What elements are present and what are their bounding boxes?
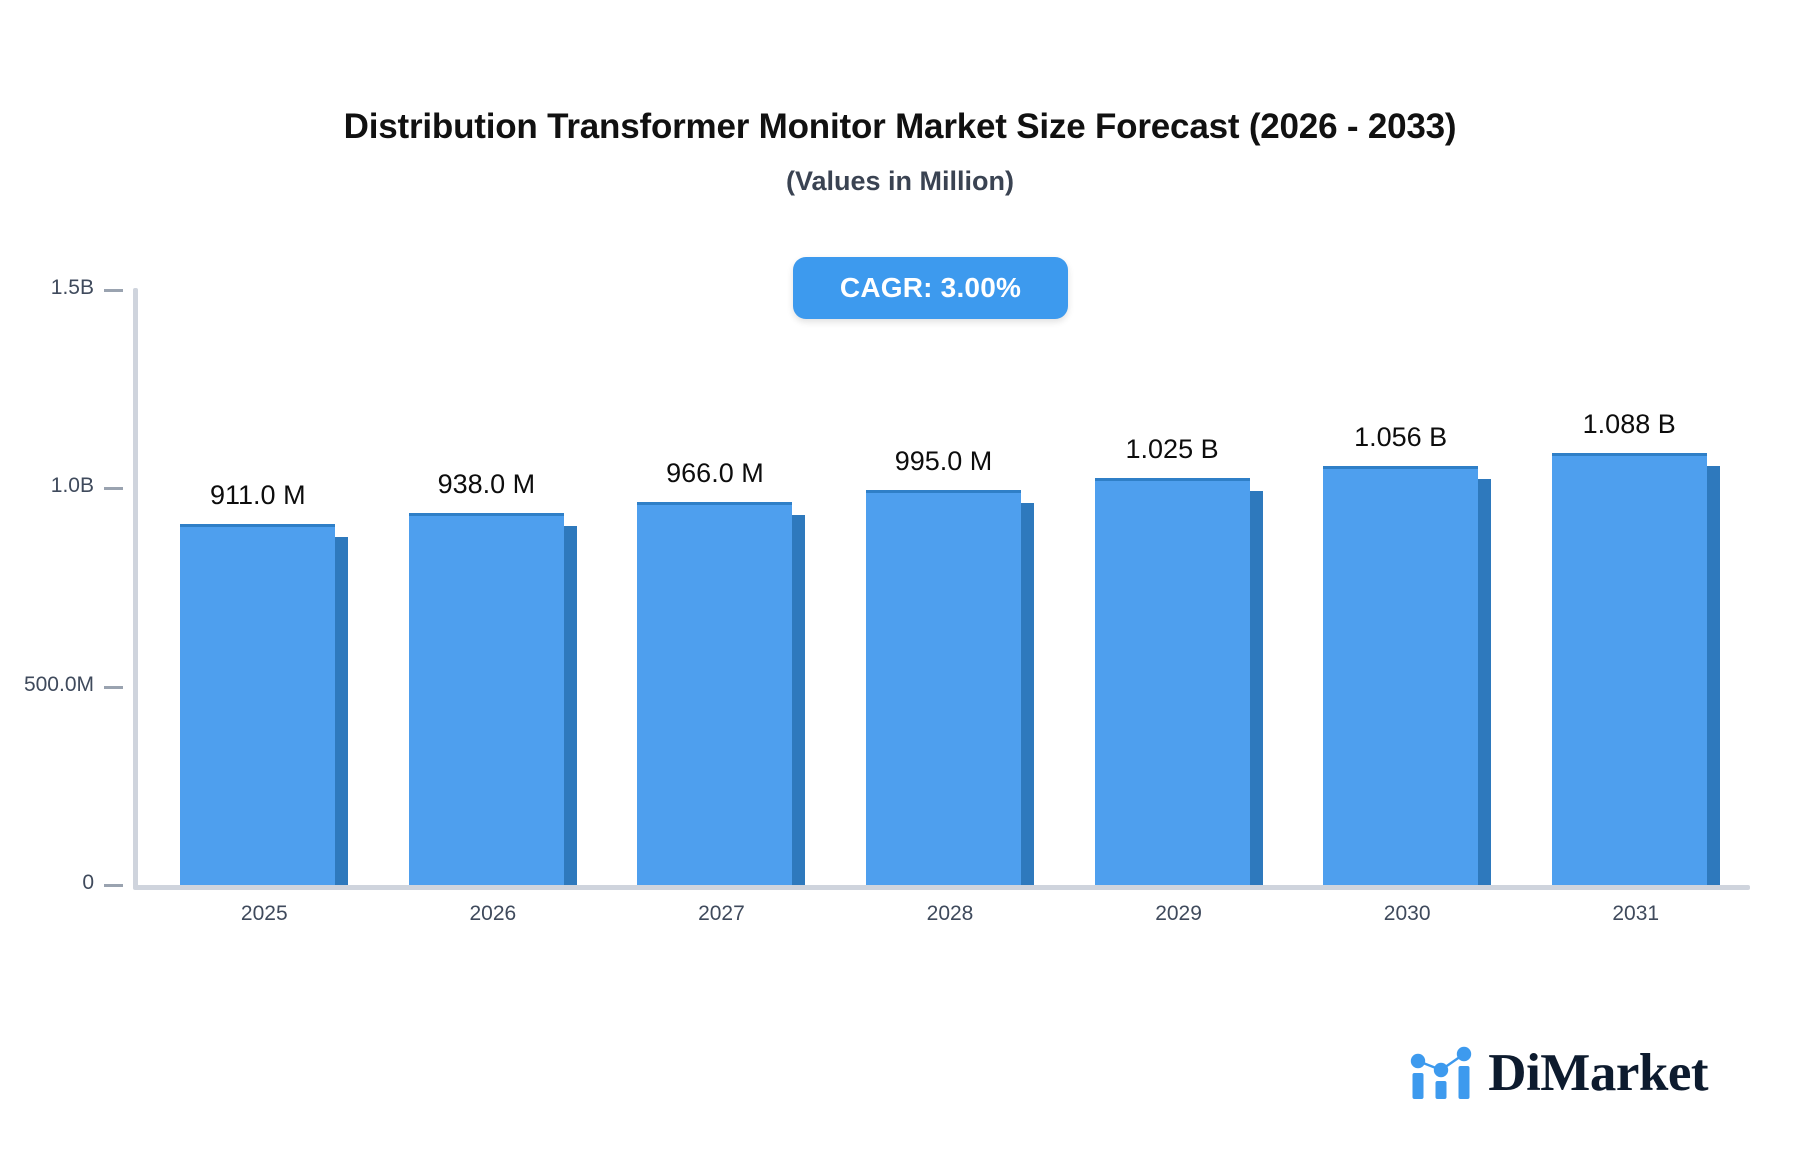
bar-side-face [792, 514, 806, 885]
bar-side-face [1478, 479, 1492, 885]
bar-front-face [180, 523, 336, 885]
page-title: Distribution Transformer Monitor Market … [343, 107, 1457, 146]
x-axis-label: 2030 [1383, 902, 1431, 925]
bar-group[interactable]: 995.0 M 2028 [866, 290, 1034, 925]
brand-logo: DiMarket [1410, 1045, 1708, 1101]
bar-side-face [563, 525, 577, 885]
bar-group[interactable]: 1.088 B 2031 [1551, 290, 1720, 925]
x-axis-label: 2027 [698, 902, 745, 925]
y-axis-label: 1.5B [50, 276, 94, 299]
bar-group[interactable]: 966.0 M 2027 [637, 290, 806, 925]
bar-value-label: 995.0 M [894, 446, 993, 477]
x-axis-label: 2031 [1612, 902, 1660, 925]
cagr-badge-label: CAGR: 3.00% [839, 272, 1022, 303]
y-axis-tick [104, 884, 123, 887]
x-axis-label: 2028 [926, 902, 974, 925]
y-axis-tick [104, 685, 123, 689]
bar-front-face [1323, 466, 1479, 885]
bar-side-face [1249, 491, 1263, 885]
bar-side-bevel [1706, 453, 1720, 467]
bar-front-face [1551, 453, 1707, 885]
bar-group[interactable]: 1.025 B 2029 [1094, 290, 1263, 925]
bar-value-label: 1.088 B [1582, 409, 1676, 440]
y-axis-label: 1.0B [50, 474, 94, 498]
bar-side-bevel [1021, 490, 1034, 504]
y-axis-line [133, 288, 138, 888]
bar-front-face [866, 490, 1021, 885]
bar-value-label: 1.025 B [1125, 434, 1219, 465]
bar-front-face [1094, 478, 1250, 885]
cagr-badge: CAGR: 3.00% [793, 257, 1068, 319]
bar-value-label: 1.056 B [1354, 422, 1448, 453]
bar-group[interactable]: 1.056 B 2030 [1323, 290, 1492, 925]
x-axis-line [133, 885, 1750, 890]
bar-value-label: 966.0 M [666, 457, 764, 488]
title-block: Distribution Transformer Monitor Market … [0, 107, 1800, 197]
bar-group[interactable]: 911.0 M 2025 [180, 290, 349, 925]
bar-front-face [408, 512, 564, 885]
x-axis-label: 2026 [469, 902, 517, 925]
bar-side-bevel [563, 512, 577, 526]
bar-side-face [1021, 503, 1034, 885]
brand-name: DiMarket [1488, 1043, 1708, 1102]
bar-value-label: 911.0 M [210, 479, 306, 510]
y-axis-tick [104, 487, 123, 491]
bar-side-bevel [1478, 466, 1492, 480]
bar-side-face [335, 536, 349, 885]
bar-side-bevel [1249, 478, 1263, 492]
bar-side-bevel [792, 501, 806, 515]
bar-side-bevel [335, 523, 349, 537]
bar-chart-icon [1410, 1045, 1472, 1101]
bar-side-face [1706, 466, 1720, 885]
x-axis-label: 2029 [1155, 902, 1202, 925]
plot-area: 0 500.0M 1.0B 1.5B 911.0 M 2025 938.0 M 2026 96… [24, 276, 1750, 925]
bar-value-label: 938.0 M [437, 468, 536, 499]
x-axis-label: 2025 [240, 902, 288, 925]
bar-group[interactable]: 938.0 M 2026 [408, 290, 577, 925]
y-axis-label: 500.0M [23, 672, 94, 696]
y-axis-tick [104, 289, 123, 292]
bar-front-face [637, 501, 793, 885]
y-axis-label: 0 [82, 871, 94, 894]
chart-subtitle: (Values in Million) [785, 165, 1015, 196]
